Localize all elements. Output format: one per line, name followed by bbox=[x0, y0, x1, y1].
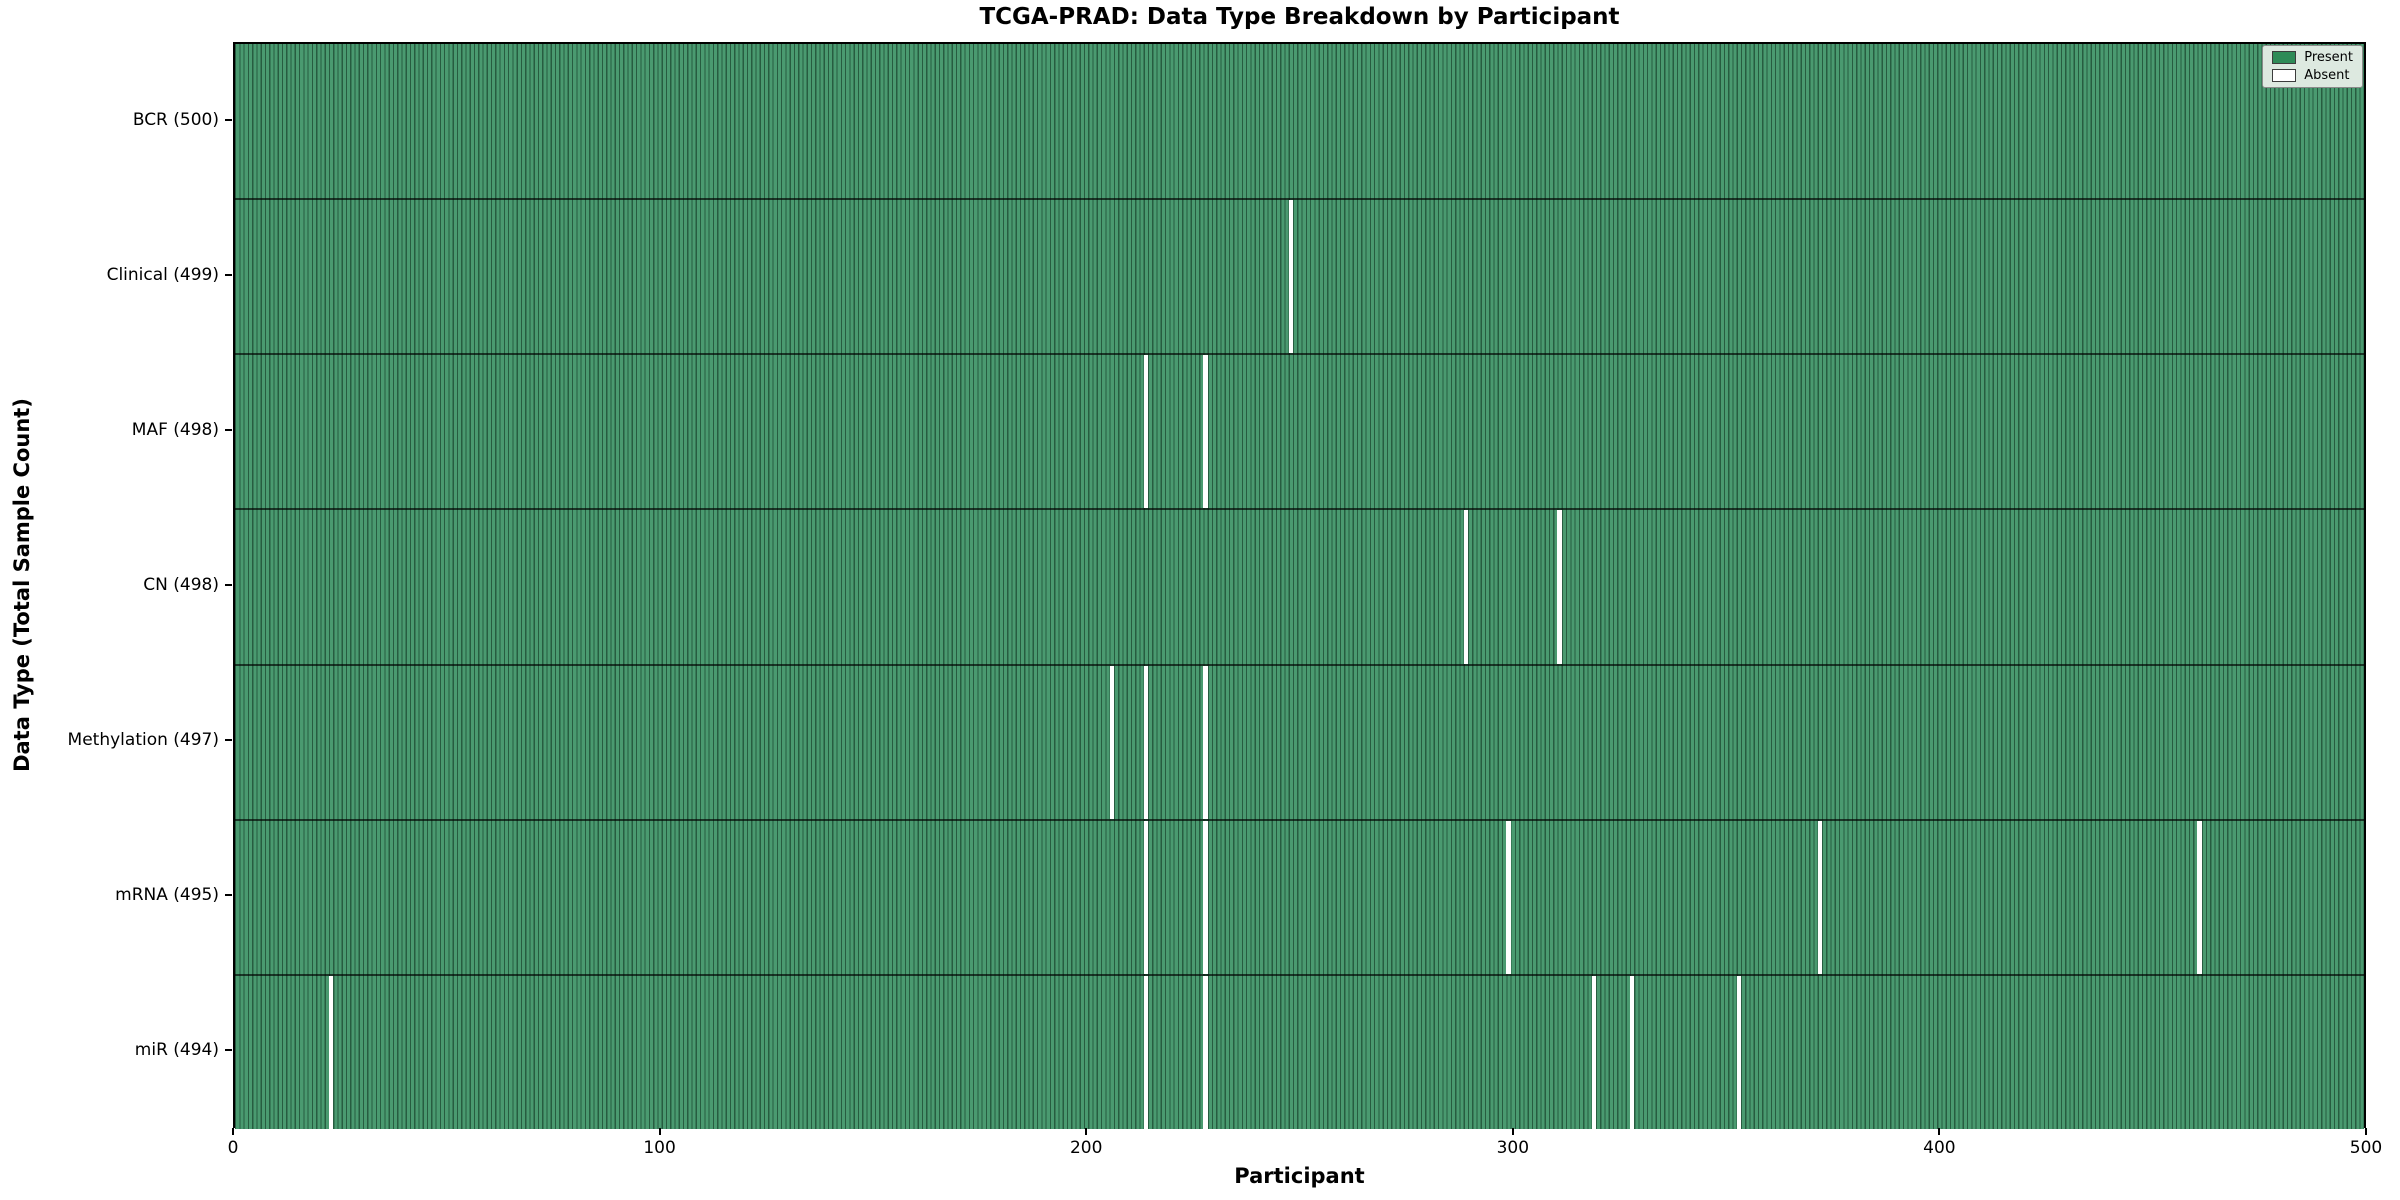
legend-label-absent: Absent bbox=[2304, 68, 2350, 83]
x-tick-label-200: 200 bbox=[1069, 1138, 1103, 1158]
row-Clinical bbox=[235, 198, 2364, 354]
x-tick-mark bbox=[1511, 1128, 1514, 1135]
x-tick-mark bbox=[1085, 1128, 1088, 1135]
x-tick-label-100: 100 bbox=[643, 1138, 676, 1158]
y-tick-label-CN: CN (498) bbox=[143, 575, 219, 595]
absent-gap-Methylation-227 bbox=[1203, 665, 1208, 819]
absent-gap-mRNA-460 bbox=[2197, 820, 2202, 974]
row-CN bbox=[235, 508, 2364, 664]
absent-gap-mRNA-213 bbox=[1143, 820, 1148, 974]
y-tick-label-MAF: MAF (498) bbox=[131, 419, 219, 440]
legend: Present Absent bbox=[2262, 45, 2363, 88]
absent-gap-miR-213 bbox=[1143, 975, 1148, 1129]
x-tick-mark bbox=[232, 1128, 234, 1135]
x-tick-label-400: 400 bbox=[1923, 1138, 1956, 1158]
absent-gap-CN-310 bbox=[1557, 510, 1562, 664]
row-mRNA bbox=[235, 818, 2364, 974]
absent-gap-Methylation-213 bbox=[1143, 665, 1148, 819]
absent-gap-Methylation-205 bbox=[1109, 665, 1114, 819]
legend-item-absent: Absent bbox=[2272, 69, 2353, 82]
row-Methylation bbox=[235, 663, 2364, 819]
row-miR bbox=[235, 973, 2364, 1129]
legend-label-present: Present bbox=[2304, 50, 2353, 65]
y-tick-mark bbox=[225, 273, 232, 276]
present-swatch bbox=[2272, 51, 2297, 64]
absent-gap-Clinical-247 bbox=[1288, 200, 1293, 354]
y-tick-mark bbox=[225, 1049, 232, 1052]
x-tick-mark bbox=[2365, 1128, 2367, 1135]
row-MAF bbox=[235, 353, 2364, 509]
absent-gap-CN-288 bbox=[1463, 510, 1468, 664]
y-tick-label-BCR: BCR (500) bbox=[132, 109, 219, 130]
legend-item-present: Present bbox=[2272, 51, 2353, 64]
y-tick-label-Methylation: Methylation (497) bbox=[67, 730, 219, 751]
absent-gap-mRNA-371 bbox=[1817, 820, 1822, 974]
absent-gap-miR-352 bbox=[1736, 975, 1741, 1129]
plot-area: Present Absent bbox=[233, 42, 2366, 1129]
absent-gap-MAF-213 bbox=[1143, 355, 1148, 509]
y-tick-mark bbox=[225, 428, 232, 431]
x-tick-label-500: 500 bbox=[2349, 1138, 2383, 1158]
absent-gap-miR-227 bbox=[1203, 975, 1208, 1129]
absent-gap-mRNA-227 bbox=[1203, 820, 1208, 974]
chart-title: TCGA-PRAD: Data Type Breakdown by Partic… bbox=[979, 4, 1620, 30]
y-tick-label-miR: miR (494) bbox=[134, 1040, 219, 1061]
y-tick-mark bbox=[225, 894, 232, 897]
absent-gap-mRNA-298 bbox=[1506, 820, 1511, 974]
x-tick-label-0: 0 bbox=[227, 1138, 239, 1158]
absent-gap-MAF-227 bbox=[1203, 355, 1208, 509]
y-tick-mark bbox=[225, 584, 232, 586]
x-tick-mark bbox=[1938, 1128, 1941, 1135]
absent-swatch bbox=[2272, 69, 2297, 82]
absent-gap-miR-22 bbox=[328, 975, 334, 1129]
row-BCR bbox=[235, 44, 2364, 200]
y-tick-mark bbox=[225, 118, 232, 121]
y-tick-label-Clinical: Clinical (499) bbox=[106, 264, 219, 285]
x-tick-mark bbox=[658, 1128, 661, 1135]
x-tick-label-300: 300 bbox=[1496, 1138, 1530, 1158]
x-axis-label: Participant bbox=[1234, 1164, 1365, 1188]
y-tick-label-mRNA: mRNA (495) bbox=[115, 885, 219, 906]
absent-gap-miR-318 bbox=[1591, 975, 1596, 1129]
absent-gap-miR-327 bbox=[1629, 975, 1635, 1129]
y-tick-mark bbox=[225, 739, 232, 742]
